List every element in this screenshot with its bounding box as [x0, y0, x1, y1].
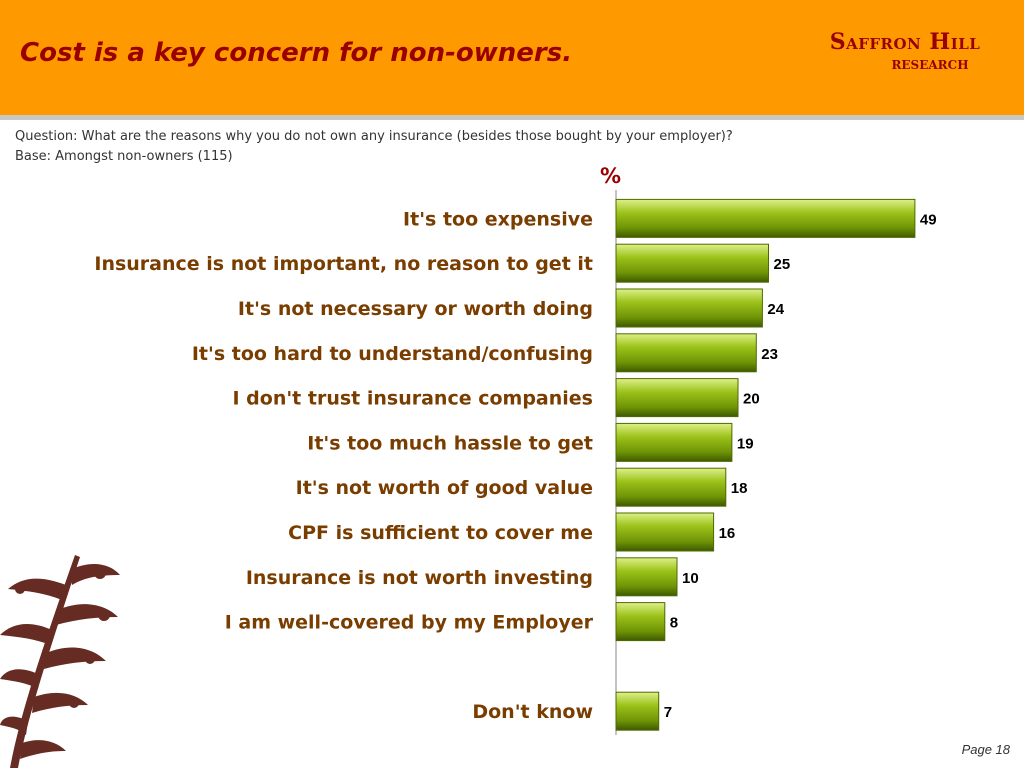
bar — [615, 691, 660, 731]
slide-title: Cost is a key concern for non-owners. — [20, 38, 573, 68]
category-label: I am well-covered by my Employer — [225, 612, 594, 634]
data-label: 8 — [670, 615, 678, 632]
data-label: 25 — [774, 256, 791, 273]
category-label: It's not worth of good value — [296, 477, 593, 499]
data-label: 23 — [761, 346, 778, 363]
bar — [615, 333, 757, 373]
bar — [615, 378, 739, 418]
data-label: 16 — [719, 525, 736, 542]
bar — [615, 557, 678, 597]
logo-line-2: research — [891, 54, 969, 74]
category-label: CPF is sufficient to cover me — [288, 522, 593, 544]
category-label: It's too much hassle to get — [307, 432, 593, 454]
category-label: It's too hard to understand/confusing — [192, 343, 593, 365]
bar — [615, 288, 763, 328]
data-label: 49 — [920, 211, 937, 228]
category-label: I don't trust insurance companies — [233, 388, 594, 410]
logo-line-1: Saffron Hill — [829, 29, 981, 55]
bar — [615, 467, 727, 507]
company-logo: Saffron Hill research — [800, 30, 1010, 74]
question-text: Question: What are the reasons why you d… — [15, 129, 733, 144]
data-label: 19 — [737, 435, 754, 452]
category-label: It's not necessary or worth doing — [238, 298, 593, 320]
bar — [615, 422, 733, 462]
category-label: It's too expensive — [403, 208, 593, 230]
data-label: 20 — [743, 391, 760, 408]
bar — [615, 602, 666, 642]
category-label: Insurance is not important, no reason to… — [94, 253, 593, 275]
category-label: Insurance is not worth investing — [246, 567, 593, 589]
page-number: Page 18 — [961, 742, 1010, 757]
data-label: 24 — [767, 301, 784, 318]
bar — [615, 243, 769, 283]
header-bar: Cost is a key concern for non-owners. Sa… — [0, 0, 1024, 115]
fern-decoration-icon — [0, 555, 120, 768]
base-text: Base: Amongst non-owners (115) — [15, 149, 233, 164]
unit-label: % — [600, 164, 622, 188]
bar — [615, 198, 916, 238]
data-label: 7 — [664, 704, 672, 721]
category-label: Don't know — [472, 701, 593, 723]
bar — [615, 512, 715, 552]
header-divider — [0, 115, 1024, 120]
bar-chart: It's too expensive 49 Insurance is not imp… — [94, 190, 937, 735]
data-label: 10 — [682, 570, 699, 587]
data-label: 18 — [731, 480, 748, 497]
